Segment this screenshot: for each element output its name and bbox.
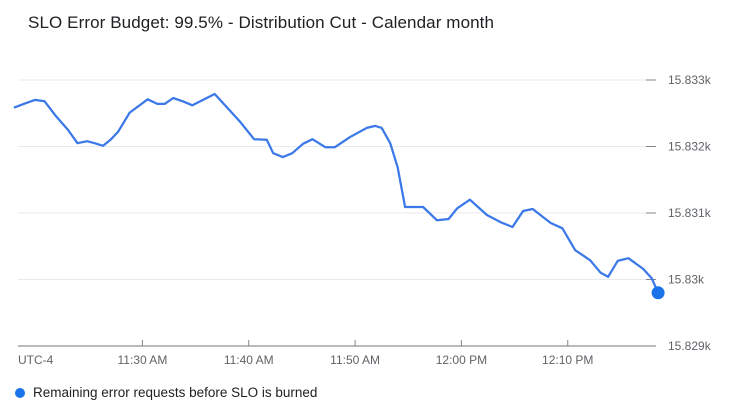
labels-layer: 15.833k 15.832k 15.831k 15.83k 15.829k 11:30 …	[18, 73, 712, 367]
legend-item[interactable]: Remaining error requests before SLO is b…	[15, 385, 317, 400]
latest-value-dot	[651, 286, 665, 300]
y-tick-label: 15.83k	[668, 273, 705, 287]
x-tick-label: 11:50 AM	[330, 353, 380, 367]
x-tick-label: 11:40 AM	[224, 353, 274, 367]
series-line	[13, 92, 660, 294]
grid-layer	[18, 79, 656, 280]
chart-title: SLO Error Budget: 99.5% - Distribution C…	[28, 13, 495, 32]
x-tick-label: 12:00 PM	[436, 353, 487, 367]
utc-offset-label: UTC-4	[18, 353, 54, 367]
x-tick-label: 12:10 PM	[542, 353, 593, 367]
x-tick-label: 11:30 AM	[118, 353, 168, 367]
y-tick-label: 15.833k	[668, 73, 712, 87]
legend-series-label: Remaining error requests before SLO is b…	[33, 385, 318, 400]
y-tick-label: 15.832k	[668, 140, 712, 154]
axis-layer	[18, 79, 656, 347]
legend-marker-icon	[15, 387, 25, 398]
y-tick-label: 15.829k	[668, 339, 712, 353]
y-tick-label: 15.831k	[668, 206, 712, 220]
series-layer	[13, 92, 665, 300]
